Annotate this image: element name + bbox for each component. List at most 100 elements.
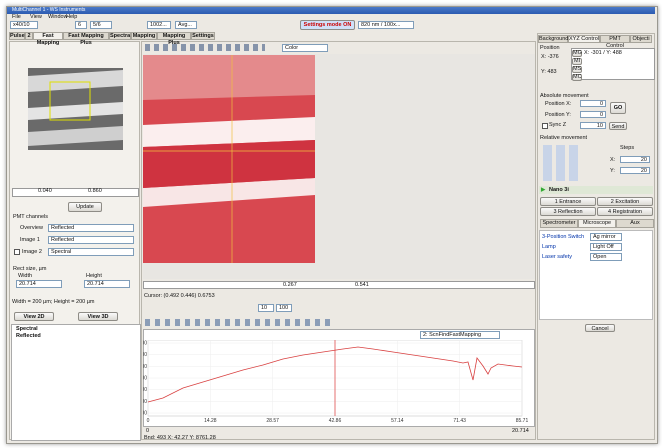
source-select[interactable]: 2: ScnFindFastMapping [420,331,500,339]
sync-checkbox[interactable] [542,123,548,129]
position-list-item[interactable]: X: -301 / Y: 488 [584,50,622,56]
right-tab[interactable]: Background [538,35,569,43]
cancel-button[interactable]: Cancel [585,324,615,332]
channel-checkbox[interactable] [14,249,20,255]
tree-item[interactable]: Spectral [16,326,38,332]
device-tab[interactable]: Spectrometer [540,219,578,228]
device-tab[interactable]: Aux [616,219,654,228]
relative-buttons[interactable] [543,145,579,181]
channel-select[interactable]: Spectral [48,248,134,256]
spectrum-plot: 3800 3600 3400 3200 3000 2800 26000 14.28 28.57 4… [143,340,528,424]
reflectance-image [143,55,315,263]
x-tick-label: 28.57 [266,418,279,424]
slider-min: 0.267 [283,282,297,288]
tab[interactable]: Pulse [9,32,25,40]
channel-select[interactable]: Reflected [48,236,134,244]
step-x-input[interactable]: 20 [620,156,650,163]
tree-item[interactable]: Reflected [16,333,41,339]
channel-label: Image 1 [20,237,40,243]
setting-value[interactable]: Ag mirror [590,233,622,241]
points-select[interactable]: 1002... [147,21,171,29]
position-y: Y: 483 [541,69,557,75]
list-button[interactable]: MS [572,66,582,73]
relative-title: Relative movement [540,135,588,141]
go-button[interactable]: GO [610,102,626,114]
range-max: 20.714 [512,428,529,434]
tab[interactable]: Fast Mapping [33,32,63,46]
list-button[interactable]: MC [572,74,582,81]
step-input[interactable]: 5/6 [90,21,112,29]
position-list [571,48,655,80]
channel-label: Overview [20,225,43,231]
slider-max: 0.541 [355,282,369,288]
y-tick-label: 3000 [143,387,147,393]
palette-select[interactable]: Color [282,44,328,52]
sync-label: Sync Z [549,122,567,128]
menu-item[interactable]: View [30,14,42,20]
right-tab[interactable]: PMT Control [600,35,630,49]
position-x: X: -376 [541,54,559,60]
right-tab[interactable]: XYZ Control [568,35,600,43]
menu-item[interactable]: Window [48,14,68,20]
y-tick-label: 3200 [143,376,147,382]
range-min: 0 [146,428,150,434]
tab[interactable]: 2 [25,32,33,40]
step-y-input[interactable]: 20 [620,167,650,174]
list-button[interactable]: MG [572,50,582,57]
view-3d-button[interactable]: View 3D [78,312,118,321]
cursor-status: Cursor: (0.492 0.446) 0.6753 [144,293,215,299]
rect-title: Rect size, µm [13,266,47,272]
channel-label: Image 2 [22,249,42,255]
zoom-min-input[interactable]: 10 [258,304,274,312]
setting-value[interactable]: Light Off [590,243,622,251]
zoom-max-input[interactable]: 100 [276,304,292,312]
settings-mode-button[interactable]: Settings mode ON [300,20,355,30]
objective-select[interactable]: x40/10 [10,21,38,29]
position-y-input[interactable]: 0 [580,111,606,118]
device-button[interactable]: 1 Entrance [540,197,596,206]
right-tab[interactable]: Objecti [630,35,652,43]
send-button[interactable]: Send [609,122,627,130]
tab[interactable]: Spectra [109,32,131,40]
y-tick-label: 2600 [143,411,147,417]
x-tick-label: 14.28 [204,418,217,424]
width-label: Width [18,273,33,279]
sync-input[interactable]: 10 [580,122,606,129]
setting-value[interactable]: Open [590,253,622,261]
image-slider[interactable] [143,281,535,289]
left-slider[interactable] [12,188,139,197]
tab[interactable]: Mapping [131,32,157,40]
width-input[interactable]: 20.714 [16,280,62,288]
size-note: Width = 200 µm; Height = 200 µm [12,299,95,305]
laser-select[interactable]: 820 nm / 100x... [358,21,414,29]
device-button[interactable]: 2 Excitation [597,197,653,206]
tab[interactable]: Settings [191,32,215,40]
device-icon: ▶ [541,187,546,193]
position-y-label: Position Y: [545,112,571,118]
spectrum-toolbar [145,319,335,326]
list-button[interactable]: MI [572,58,582,65]
window-title: MultiChannel 1 - WS Instruments [12,7,86,13]
x-tick-label: 57.14 [391,418,404,424]
mode-select[interactable]: Avg... [175,21,197,29]
setting-label: 3-Position Switch [542,234,585,240]
device-button[interactable]: 4 Registration [597,207,653,216]
x-tick-label: 71.43 [453,418,466,424]
menu-item[interactable]: Help [66,14,78,20]
device-button[interactable]: 3 Reflection [540,207,596,216]
update-button[interactable]: Update [68,202,102,212]
x-tick-label: 42.86 [329,418,342,424]
height-input[interactable]: 20.714 [84,280,130,288]
view-2d-button[interactable]: View 2D [14,312,54,321]
menu-item[interactable]: File [12,14,21,20]
device-tab[interactable]: Microscope [578,219,616,228]
tab[interactable]: Fast Mapping Plus [63,32,109,46]
steps-title: Steps [620,145,635,151]
position-x-input[interactable]: 0 [580,100,606,107]
setting-label: Laser safety [542,254,572,260]
step-y-label: Y: [610,168,615,174]
channel-tree [11,324,141,441]
channel-select[interactable]: Reflected [48,224,134,232]
tab[interactable]: Mapping Plus [157,32,191,46]
frames-input[interactable]: 6 [75,21,87,29]
